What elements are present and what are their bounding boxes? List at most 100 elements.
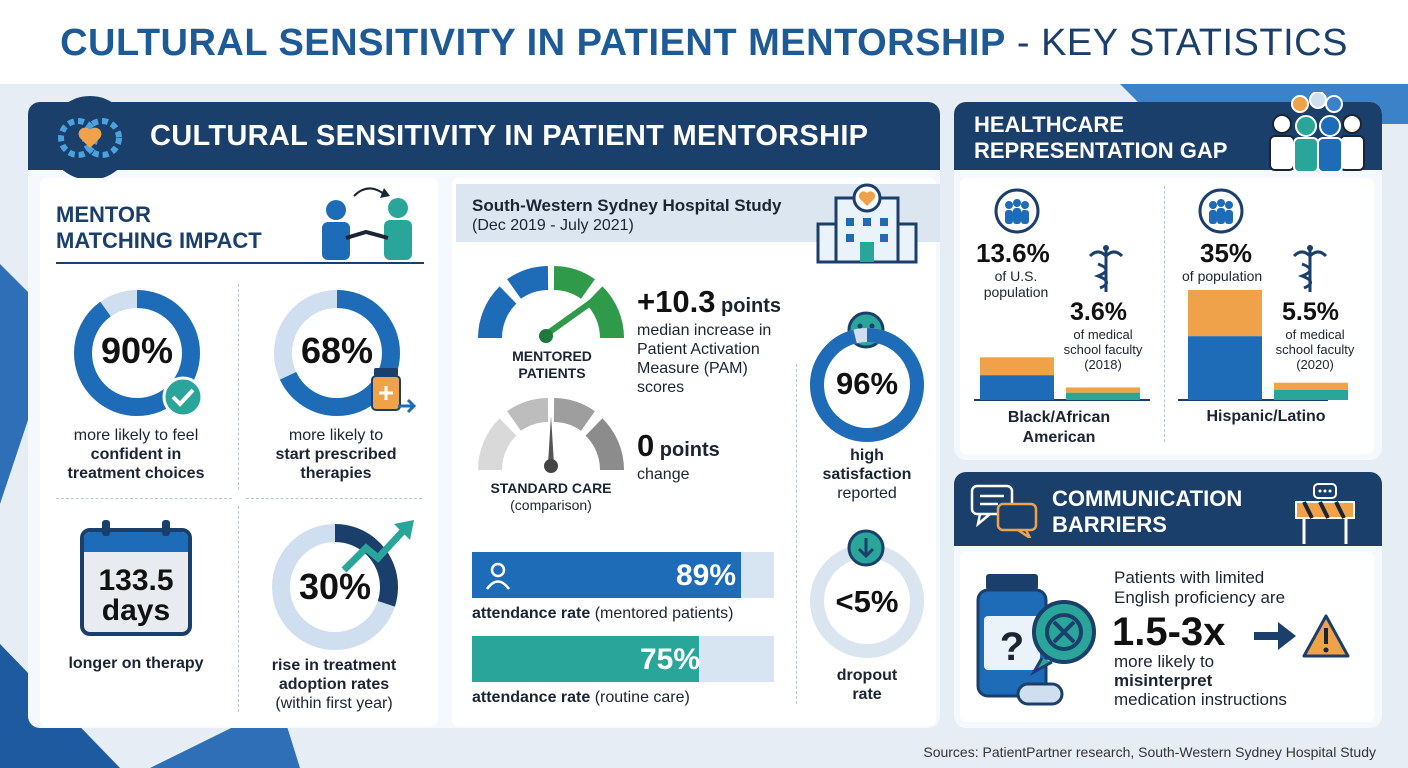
black-faculty-line2: school faculty (1063, 342, 1143, 357)
attendance-mentored-label: attendance rate (mentored patients) (472, 604, 733, 623)
satisfaction-caption-line3: reported (837, 485, 897, 502)
confidence-caption-line1: more likely to feel (73, 427, 199, 444)
attendance-routine-value: 75% (639, 643, 700, 676)
therapies-caption-line3: therapies (300, 465, 372, 482)
attendance-routine-label: attendance rate (routine care) (472, 688, 690, 707)
representation-header-line1: HEALTHCARE (974, 112, 1124, 137)
divider-vertical (796, 364, 797, 704)
therapies-value: 68% (300, 330, 374, 371)
page-title-suffix: - KEY STATISTICS (1005, 22, 1348, 64)
mentorship-header-title: CULTURAL SENSITIVITY IN PATIENT MENTORSH… (150, 120, 869, 152)
standard-score: 0 points (637, 428, 720, 464)
mentored-gauge-label-line2: PATIENTS (518, 365, 586, 381)
faculty-bar-0-base (1066, 392, 1140, 400)
person-icon (485, 562, 511, 590)
black-population-line1: of U.S. (994, 268, 1038, 284)
mentored-desc-line4: scores (637, 379, 685, 396)
standard-score-unit: points (654, 439, 720, 461)
speech-bubbles-icon (970, 484, 1038, 538)
black-faculty-value: 3.6% (1070, 298, 1127, 326)
mentor-matching-title-line2: MATCHING IMPACT (56, 228, 262, 253)
communication-header-line1: COMMUNICATION (1052, 486, 1243, 511)
standard-score-desc: change (637, 466, 690, 483)
dropout-caption-line1: dropout (836, 667, 898, 684)
therapies-caption-line1: more likely to (288, 427, 384, 444)
confidence-donut (74, 290, 200, 416)
attendance-mentored-label-bold: attendance rate (472, 605, 591, 622)
black-faculty-line1: of medical (1073, 327, 1133, 342)
adoption-donut (272, 524, 398, 650)
page-title: CULTURAL SENSITIVITY IN PATIENT MENTORSH… (0, 22, 1408, 65)
representation-header-title: HEALTHCARE REPRESENTATION GAP (974, 112, 1227, 164)
mentored-desc-line3: Measure (PAM) (637, 360, 748, 377)
hispanic-population-value: 35% (1200, 238, 1253, 268)
communication-intro-line1: Patients with limited (1114, 568, 1265, 587)
population-bar-0-orange (980, 357, 1054, 376)
standard-gauge-label: STANDARD CARE (comparison) (476, 480, 626, 514)
adoption-caption-line2: adoption rates (278, 676, 390, 693)
communication-intro: Patients with limited English proficienc… (1114, 568, 1285, 608)
satisfaction-caption-line2: satisfaction (822, 466, 912, 483)
down-arrow-icon (847, 529, 885, 567)
trend-arrow-icon (341, 520, 414, 573)
hispanic-group-name: Hispanic/Latino (1206, 408, 1326, 425)
black-faculty-line3: (2018) (1084, 357, 1122, 372)
faculty-bar-0-orange (1066, 387, 1140, 393)
page-title-main: CULTURAL SENSITIVITY IN PATIENT MENTORSH… (60, 22, 1006, 64)
hispanic-faculty-line1: of medical (1285, 327, 1345, 342)
faculty-bar-1-base (1274, 389, 1348, 400)
attendance-mentored-label-rest: (mentored patients) (590, 605, 734, 622)
black-population-caption: of U.S. population (970, 268, 1062, 300)
hispanic-population-caption: of population (1182, 268, 1263, 284)
population-bar-1-orange (1188, 290, 1262, 337)
communication-header-line2: BARRIERS (1052, 512, 1167, 537)
representation-bars (974, 290, 1348, 401)
mentored-gauge-label-line1: MENTORED (512, 348, 592, 364)
caduceus-icon (1292, 245, 1328, 292)
attendance-routine-label-bold: attendance rate (472, 689, 591, 706)
dropout-caption: dropout rate (806, 666, 928, 704)
sources-footnote: Sources: PatientPartner research, South-… (923, 744, 1376, 760)
black-group-name-line1: Black/African (1007, 409, 1111, 426)
satisfaction-donut (810, 328, 924, 442)
communication-header-title: COMMUNICATION BARRIERS (1052, 486, 1242, 538)
mentored-score: +10.3 points (637, 284, 781, 320)
mentor-matching-title: MENTOR MATCHING IMPACT (56, 202, 262, 254)
adoption-caption-line1: rise in treatment (271, 657, 397, 674)
satisfaction-caption-line1: high (850, 447, 884, 464)
representation-header-line2: REPRESENTATION GAP (974, 138, 1228, 163)
mentorship-header (28, 102, 940, 170)
confidence-caption: more likely to feel confident in treatme… (50, 426, 222, 483)
pill-bottle-confusion-icon: ? (976, 574, 1096, 706)
heart-gears-icon (48, 96, 132, 180)
population-icon (1198, 188, 1244, 234)
mentored-gauge-label: MENTORED PATIENTS (486, 348, 618, 382)
communication-intro-line2: English proficiency are (1114, 588, 1286, 607)
mentored-score-unit: points (715, 295, 781, 317)
adoption-value: 30% (298, 566, 372, 607)
therapy-days-number: 133.5 (98, 564, 174, 597)
hispanic-faculty-caption: of medical school faculty (2020) (1262, 327, 1368, 372)
mentored-desc-line1: median increase in (637, 322, 772, 339)
study-dates: (Dec 2019 - July 2021) (472, 217, 634, 234)
divider-horizontal (56, 498, 232, 499)
confidence-caption-line3: treatment choices (67, 465, 205, 482)
attendance-routine-bar (472, 636, 699, 682)
mentored-score-desc: median increase in Patient Activation Me… (637, 321, 771, 397)
satisfaction-value: 96% (835, 366, 899, 401)
black-population-line2: population (983, 284, 1049, 300)
caduceus-icon (1088, 245, 1124, 292)
roadblock-icon (1295, 483, 1355, 544)
confidence-caption-line2: confident in (90, 446, 182, 463)
divider-vertical (1164, 186, 1165, 442)
adoption-caption: rise in treatment adoption rates (within… (246, 656, 422, 713)
mentored-score-value: +10.3 (637, 284, 716, 319)
dropout-caption-line2: rate (852, 686, 882, 703)
therapy-days-unit: days (101, 594, 171, 627)
standard-gauge (478, 398, 624, 473)
therapy-days-value: 133.5 days (80, 566, 192, 626)
population-bar-0-base (980, 375, 1054, 400)
section-underline (56, 262, 424, 264)
attendance-routine-track (472, 636, 774, 682)
population-bar-1-base (1188, 336, 1262, 400)
